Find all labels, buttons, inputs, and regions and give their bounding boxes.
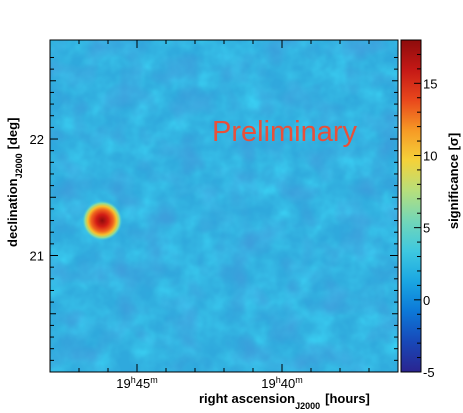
colorbar-tick-label: 15: [423, 76, 437, 91]
colorbar-tick-label: 10: [423, 148, 437, 163]
colorbar-tick-label: 5: [423, 221, 430, 236]
colorbar-scale: [401, 40, 421, 372]
y-tick-label: 22: [30, 132, 44, 147]
colorbar-tick-label: -5: [423, 365, 435, 380]
colorbar-title: significance [σ]: [446, 133, 461, 229]
x-tick-label: 19h40m: [261, 375, 302, 391]
y-axis-ticks: 21 22: [30, 56, 398, 361]
colorbar-ticks: -5 0 5 10 15: [414, 39, 437, 380]
x-axis-title: right ascensionJ2000 [hours]: [199, 391, 370, 411]
x-axis-ticks: 19h45m 19h40m: [78, 40, 370, 391]
colorbar-tick-label: 0: [423, 293, 430, 308]
y-tick-label: 21: [30, 249, 44, 264]
y-axis-title: declinationJ2000[deg]: [5, 118, 24, 247]
hotspot-source: [82, 200, 123, 241]
heatmap-area: [50, 40, 398, 372]
colorbar: -5 0 5 10 15 significance [σ]: [400, 39, 461, 380]
preliminary-watermark: Preliminary: [212, 116, 358, 148]
x-tick-label: 19h45m: [116, 375, 157, 391]
colorbar-frame: [400, 39, 422, 373]
